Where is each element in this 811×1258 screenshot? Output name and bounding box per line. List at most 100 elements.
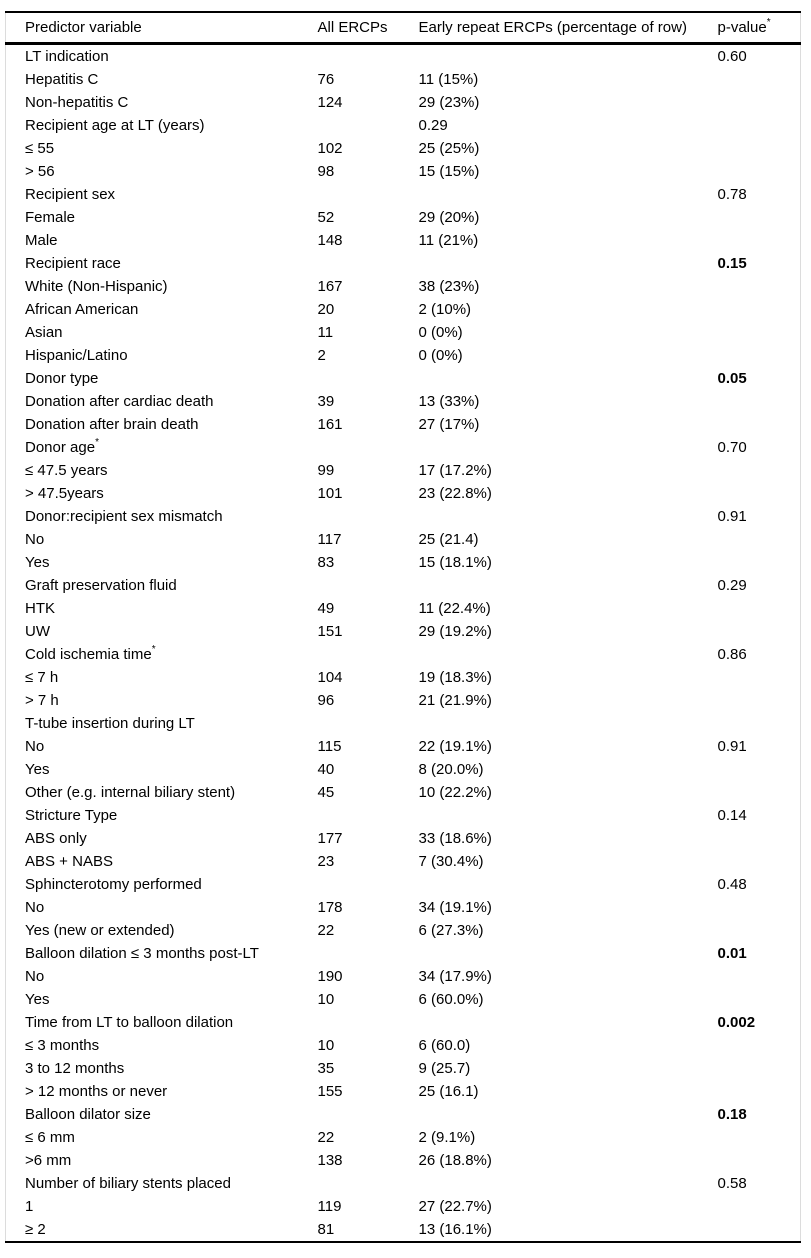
cell-early-repeat: 10 (22.2%) <box>418 783 492 801</box>
cell-p-value: 0.29 <box>717 576 747 594</box>
cell-p-value: 0.60 <box>717 47 747 65</box>
cell-predictor: ≤ 7 h <box>6 666 318 689</box>
cell-p-value <box>718 160 801 183</box>
predictor-label: Non-hepatitis C <box>25 93 129 111</box>
predictor-label: ≤ 6 mm <box>25 1128 75 1146</box>
cell-p-value <box>717 1217 801 1243</box>
cell-predictor: Hepatitis C <box>6 68 318 91</box>
table-row: Donor age* 0.70 <box>6 436 801 459</box>
cell-p-value <box>718 229 801 252</box>
table-row: Donation after brain death 161 27 (17%) <box>6 413 801 436</box>
cell-predictor: Asian <box>6 321 318 344</box>
predictor-label: No <box>25 898 45 916</box>
cell-early-repeat: 11 (21%) <box>418 231 479 249</box>
column-header: p-value* <box>717 11 801 45</box>
cell-all-ercps: 52 <box>317 208 335 226</box>
cell-predictor: Donation after cardiac death <box>6 390 318 413</box>
table-row: Asian 11 0 (0%) <box>6 321 801 344</box>
cell-predictor: African American <box>6 298 318 321</box>
table-row: Sphincterotomy performed 0.48 <box>6 873 801 896</box>
cell-early-repeat: 17 (17.2%) <box>418 461 492 479</box>
cell-all-ercps: 22 <box>317 921 335 939</box>
predictor-label: Time from LT to balloon dilation <box>25 1013 234 1031</box>
cell-predictor: > 12 months or never <box>6 1080 318 1103</box>
cell-p-value <box>718 965 801 988</box>
cell-predictor: T-tube insertion during LT <box>6 712 318 735</box>
cell-early-repeat: 34 (19.1%) <box>418 898 492 916</box>
predictor-label: Donor type <box>25 369 99 387</box>
table-row: Female 52 29 (20%) <box>6 206 801 229</box>
cell-early-repeat <box>419 505 718 528</box>
table-row: Cold ischemia time* 0.86 <box>6 643 801 666</box>
predictor-label: Stricture Type <box>25 806 118 824</box>
cell-predictor: Graft preservation fluid <box>6 574 318 597</box>
cell-all-ercps: 39 <box>317 392 335 410</box>
cell-p-value: 0.70 <box>717 438 747 456</box>
cell-all-ercps: 124 <box>317 93 343 111</box>
cell-early-repeat: 0 (0%) <box>418 346 463 364</box>
cell-p-value <box>718 551 801 574</box>
cell-p-value <box>718 1057 801 1080</box>
cell-predictor: Donor type <box>6 367 318 390</box>
column-header-label: p-value <box>717 18 767 36</box>
predictor-label: No <box>25 737 45 755</box>
table-row: UW 151 29 (19.2%) <box>6 620 801 643</box>
cell-all-ercps <box>318 574 419 597</box>
cell-predictor: ≤ 6 mm <box>6 1126 318 1149</box>
header-row: Predictor variable All ERCPs Early repeat … <box>5 11 801 45</box>
cell-all-ercps: 81 <box>317 1217 419 1243</box>
cell-early-repeat: 29 (23%) <box>418 93 480 111</box>
cell-early-repeat: 19 (18.3%) <box>418 668 492 686</box>
table-row: > 47.5years 101 23 (22.8%) <box>6 482 801 505</box>
cell-all-ercps: 101 <box>317 484 343 502</box>
predictor-label: > 12 months or never <box>25 1082 168 1100</box>
cell-early-repeat <box>419 1011 718 1034</box>
predictor-label: No <box>25 967 45 985</box>
cell-all-ercps: 20 <box>317 300 335 318</box>
cell-p-value: 0.58 <box>717 1174 747 1192</box>
predictor-label: Donation after cardiac death <box>25 392 214 410</box>
table-row: White (Non-Hispanic) 167 38 (23%) <box>6 275 801 298</box>
cell-early-repeat: 2 (10%) <box>418 300 472 318</box>
cell-all-ercps: 22 <box>317 1128 335 1146</box>
cell-all-ercps: 119 <box>317 1197 342 1215</box>
predictor-label: 3 to 12 months <box>25 1059 125 1077</box>
table-row: 1 119 27 (22.7%) <box>6 1195 801 1218</box>
table-row: ≤ 55 102 25 (25%) <box>6 137 801 160</box>
cell-all-ercps: 99 <box>317 461 335 479</box>
cell-predictor: Yes <box>6 551 318 574</box>
cell-early-repeat: 25 (25%) <box>418 139 480 157</box>
predictor-label: Female <box>25 208 76 226</box>
table-row: Stricture Type 0.14 <box>6 804 801 827</box>
cell-all-ercps: 96 <box>317 691 335 709</box>
predictor-label: Yes <box>25 760 50 778</box>
table-row: No 117 25 (21.4) <box>6 528 801 551</box>
table-row: > 7 h 96 21 (21.9%) <box>6 689 801 712</box>
cell-predictor: 1 <box>6 1195 318 1218</box>
table-row: Non-hepatitis C 124 29 (23%) <box>6 91 801 114</box>
cell-predictor: White (Non-Hispanic) <box>6 275 318 298</box>
predictor-label: Donor:recipient sex mismatch <box>25 507 223 525</box>
cell-p-value <box>718 896 801 919</box>
cell-p-value <box>718 459 801 482</box>
predictor-label: ≤ 7 h <box>25 668 59 686</box>
table-row: Other (e.g. internal biliary stent) 45 10 … <box>6 781 801 804</box>
cell-p-value <box>718 528 801 551</box>
table-row: Hispanic/Latino 2 0 (0%) <box>6 344 801 367</box>
cell-all-ercps <box>318 1103 419 1126</box>
cell-p-value <box>718 68 801 91</box>
cell-p-value <box>718 620 801 643</box>
predictor-label: Balloon dilation ≤ 3 months post-LT <box>25 944 259 962</box>
cell-predictor: Recipient age at LT (years) <box>6 114 318 137</box>
cell-early-repeat: 6 (60.0) <box>418 1036 471 1054</box>
cell-early-repeat <box>419 43 718 68</box>
cell-all-ercps: 115 <box>317 737 342 755</box>
predictor-label: Sphincterotomy performed <box>25 875 202 893</box>
cell-all-ercps <box>318 643 419 666</box>
cell-all-ercps <box>318 1172 419 1195</box>
predictor-label: Donation after brain death <box>25 415 199 433</box>
cell-p-value <box>718 1080 801 1103</box>
predictor-label: 1 <box>25 1197 34 1215</box>
cell-early-repeat: 29 (20%) <box>418 208 480 226</box>
cell-early-repeat <box>419 183 718 206</box>
